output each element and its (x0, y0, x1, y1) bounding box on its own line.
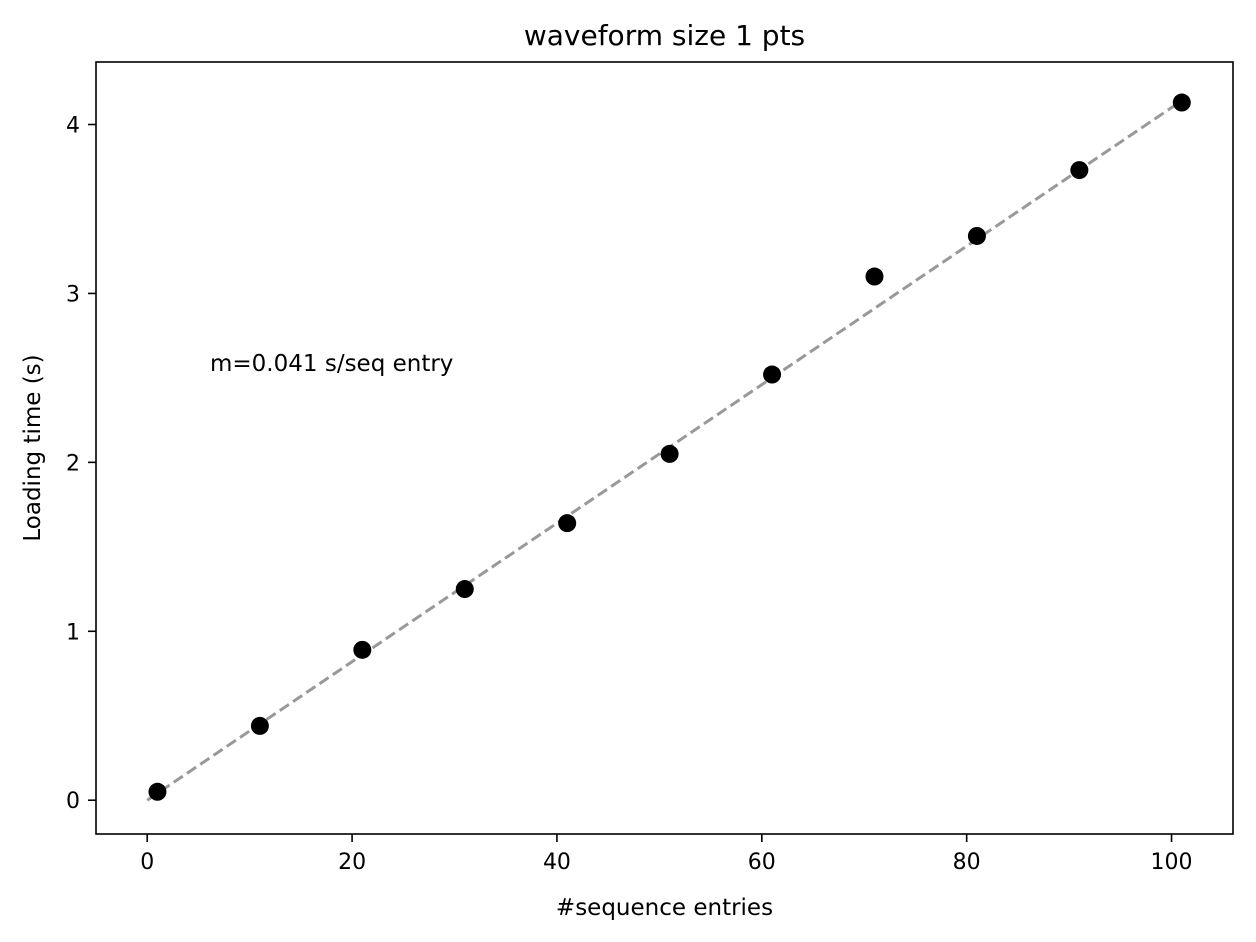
data-point (148, 782, 167, 801)
data-point (1070, 161, 1089, 180)
x-tick-label: 100 (1151, 850, 1193, 875)
data-point (455, 580, 474, 599)
plot-area (146, 93, 1191, 802)
x-tick-label: 60 (748, 850, 776, 875)
x-tick-label: 80 (953, 850, 981, 875)
data-point (967, 226, 986, 245)
plot-frame (95, 61, 1234, 835)
chart-title: waveform size 1 pts (524, 19, 805, 52)
slope-annotation: m=0.041 s/seq entry (210, 351, 453, 377)
y-tick-label: 2 (66, 451, 80, 476)
x-tick-label: 20 (338, 850, 366, 875)
y-tick-label: 1 (66, 620, 80, 645)
y-tick-label: 4 (66, 114, 80, 139)
data-point (353, 640, 372, 659)
data-point (1172, 93, 1191, 112)
x-tick-label: 0 (140, 850, 154, 875)
y-axis: 0 1 2 3 4 (66, 114, 96, 814)
y-tick-label: 3 (66, 282, 80, 307)
x-axis-label: #sequence entries (556, 895, 773, 921)
x-tick-label: 40 (543, 850, 571, 875)
y-axis-label: Loading time (s) (20, 354, 46, 541)
y-tick-label: 0 (66, 789, 80, 814)
x-axis: 0 20 40 60 80 100 (140, 834, 1193, 875)
data-point (250, 716, 269, 735)
data-point (558, 514, 577, 533)
data-point (865, 267, 884, 286)
data-point (660, 444, 679, 463)
data-point (763, 365, 782, 384)
